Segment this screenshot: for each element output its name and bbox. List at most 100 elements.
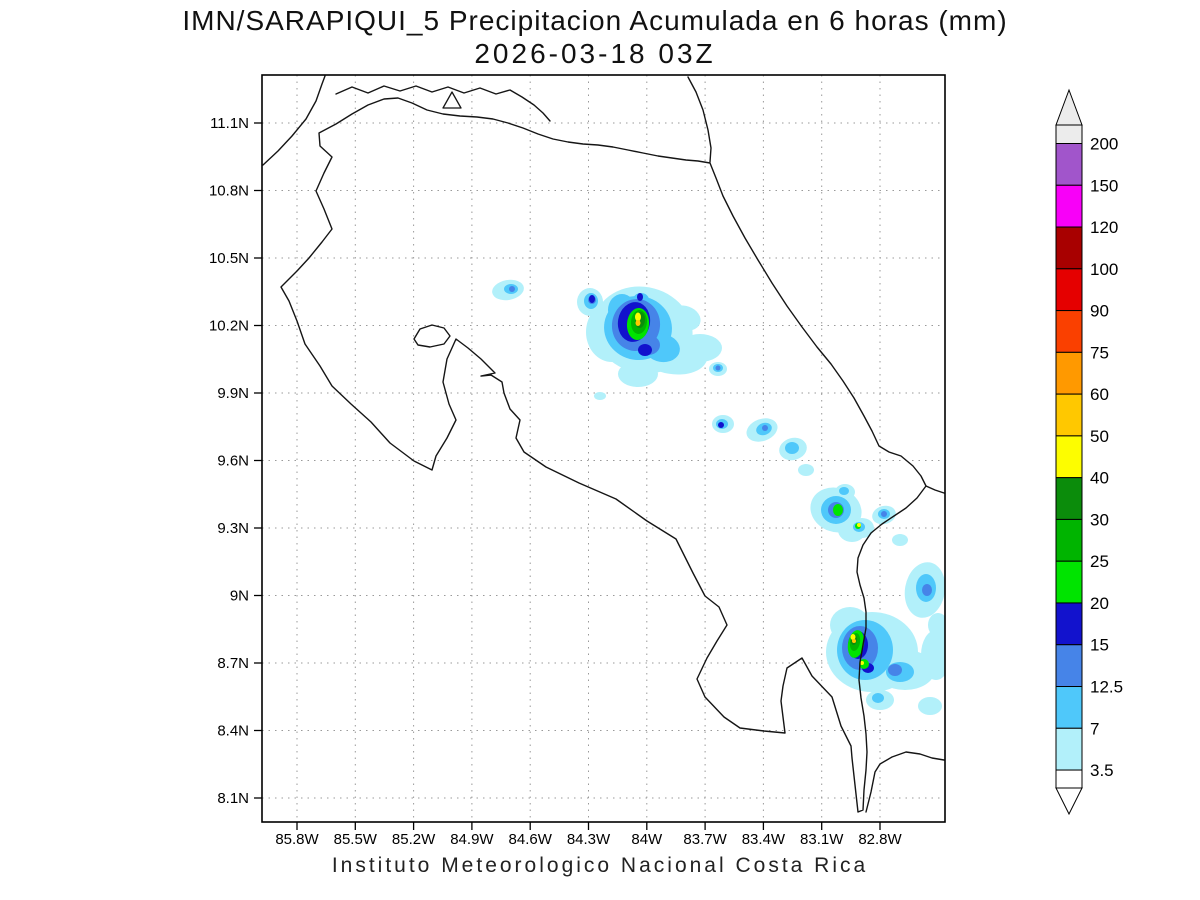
lon-axis-label: 84.9W [450, 831, 494, 848]
lat-axis-label: 8.1N [217, 790, 249, 807]
colorbar-label: 30 [1090, 510, 1109, 529]
colorbar-label: 100 [1090, 260, 1118, 279]
footer-caption: Instituto Meteorologico Nacional Costa R… [331, 854, 869, 877]
panama-caribbean-coast [925, 485, 945, 494]
lon-axis-label: 83.4W [742, 831, 786, 848]
lake-nicaragua-shore [335, 85, 551, 122]
colorbar-label: 75 [1090, 343, 1109, 362]
precip-cell [635, 312, 641, 322]
nicaragua-pacific-coast [262, 75, 326, 166]
precip-cell [881, 511, 887, 517]
precip-cell [715, 365, 721, 371]
precip-cell [669, 305, 701, 331]
colorbar-arrow-top [1055, 88, 1083, 126]
precip-cell [798, 464, 814, 476]
colorbar-label: 60 [1090, 385, 1109, 404]
colorbar-label: 90 [1090, 302, 1109, 321]
colorbar-arrow-bottom [1055, 787, 1083, 816]
axis-labels: 11.1N 10.8N 10.5N 10.2N 9.9N 9.6N 9.3N 9N 8.7N 8.… [209, 115, 903, 848]
colorbar-band [1055, 124, 1083, 144]
colorbar-band [1055, 435, 1083, 479]
colorbar-label: 15 [1090, 636, 1109, 655]
colorbar-label: 20 [1090, 594, 1109, 613]
colorbar-band [1055, 184, 1083, 228]
lat-axis-label: 11.1N [210, 115, 249, 132]
lon-axis-label: 84W [631, 831, 663, 848]
precip-cell [857, 523, 861, 527]
colorbar-legend: 200 150 120 100 90 75 60 50 40 30 25 20 15 12.5 7 3.5 [1055, 88, 1123, 816]
colorbar-band [1055, 602, 1083, 646]
lon-axis-label: 84.3W [567, 831, 611, 848]
colorbar-label: 25 [1090, 552, 1109, 571]
precip-cell [785, 442, 799, 454]
lat-axis-label: 9.9N [217, 385, 249, 402]
lon-axis-label: 85.2W [392, 831, 436, 848]
colorbar-label: 7 [1090, 719, 1099, 738]
precip-cell [589, 295, 595, 303]
colorbar-band [1055, 644, 1083, 688]
precip-cell [852, 639, 856, 643]
lake-island-marker [442, 91, 462, 109]
precip-cell [892, 534, 908, 546]
colorbar-band [1055, 310, 1083, 353]
precip-cell [509, 286, 515, 292]
precip-cell [678, 334, 722, 362]
colorbar-band [1055, 560, 1083, 604]
colorbar-band [1055, 393, 1083, 437]
precip-cell [637, 293, 643, 301]
colorbar-label: 120 [1090, 218, 1118, 237]
colorbar-label: 150 [1090, 176, 1118, 195]
precip-cell [635, 320, 641, 326]
precip-cell [839, 487, 849, 495]
lat-axis-label: 10.8N [209, 183, 249, 200]
lat-axis-label: 8.7N [217, 655, 249, 672]
lat-axis-label: 9N [230, 588, 249, 605]
lon-axis-label: 84.6W [509, 831, 553, 848]
precip-cell [850, 634, 856, 640]
colorbar-band [1055, 226, 1083, 270]
lon-axis-label: 83.7W [683, 831, 727, 848]
lat-axis-label: 10.2N [209, 318, 249, 335]
nicaragua-caribbean-coast [687, 76, 712, 163]
colorbar-band [1055, 769, 1083, 789]
precip-cell [594, 392, 606, 400]
panama-pacific-coast [865, 751, 945, 813]
plot-border [261, 74, 946, 823]
costa-rica-coastline [280, 97, 927, 813]
isla-chira-outline [413, 324, 451, 348]
lat-axis-label: 8.4N [217, 723, 249, 740]
colorbar-band [1055, 518, 1083, 562]
colorbar-label: 3.5 [1090, 761, 1114, 780]
precip-cell [833, 504, 843, 516]
precip-cell [860, 661, 864, 665]
lon-axis-label: 85.5W [334, 831, 378, 848]
precip-cell [918, 697, 942, 715]
precipitation-contours [492, 279, 945, 715]
precip-cell [718, 422, 724, 428]
lon-axis-label: 85.8W [275, 831, 319, 848]
lat-axis-label: 9.6N [217, 453, 249, 470]
colorbar-label: 50 [1090, 427, 1109, 446]
precip-cell [872, 693, 884, 703]
lon-axis-label: 83.1W [800, 831, 844, 848]
precip-cell [921, 630, 945, 680]
colorbar-band [1055, 686, 1083, 729]
precip-cell [762, 425, 768, 431]
colorbar-label: 12.5 [1090, 678, 1123, 697]
precip-cell [638, 344, 652, 356]
colorbar-band [1055, 268, 1083, 312]
colorbar-band [1055, 351, 1083, 395]
title-block: IMN/SARAPIQUI_5 Precipitacion Acumulada … [0, 4, 1190, 70]
page-title: IMN/SARAPIQUI_5 Precipitacion Acumulada … [182, 5, 1008, 36]
lat-axis-label: 10.5N [209, 250, 249, 267]
grid-lines [262, 75, 945, 822]
colorbar-band [1055, 477, 1083, 520]
lon-axis-label: 82.8W [858, 831, 902, 848]
lat-axis-label: 9.3N [217, 520, 249, 537]
precip-cell [618, 361, 658, 387]
colorbar-band [1055, 143, 1083, 186]
colorbar-label: 40 [1090, 469, 1109, 488]
precip-cell [888, 664, 902, 676]
